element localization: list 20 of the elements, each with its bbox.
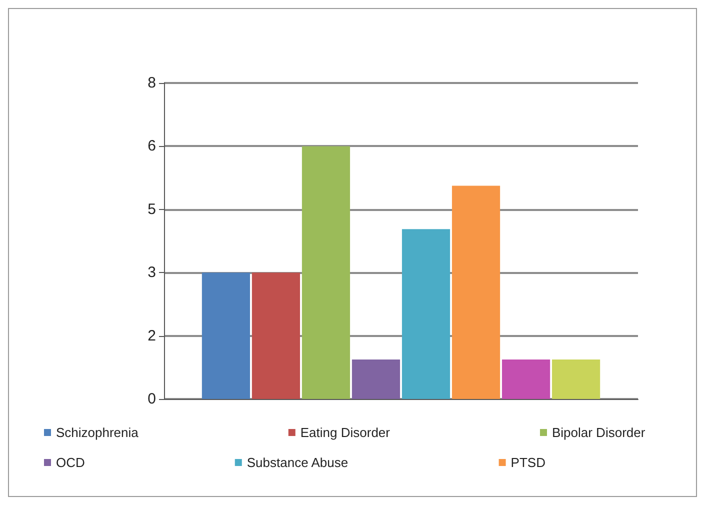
bar <box>552 360 600 399</box>
legend-label: Substance Abuse <box>246 455 348 470</box>
y-tick-label: 8 <box>148 74 156 92</box>
legend-label: OCD <box>56 455 85 470</box>
y-tick-label: 3 <box>148 264 156 282</box>
y-tick-label: 2 <box>148 327 156 344</box>
y-tick-label: 6 <box>148 138 156 155</box>
bar <box>452 186 500 399</box>
bar <box>352 360 400 399</box>
y-tick-label: 0 <box>148 390 156 408</box>
bar <box>202 272 250 399</box>
y-tick-label: 5 <box>148 200 156 218</box>
bar <box>402 229 450 399</box>
legend-label: Schizophrenia <box>56 425 140 440</box>
legend-label: Eating Disorder <box>300 425 391 440</box>
bar <box>252 272 300 399</box>
bar <box>502 360 550 399</box>
bar <box>302 146 350 399</box>
legend-label: Bipolar Disorder <box>552 425 646 440</box>
legend-label: PTSD <box>510 455 546 470</box>
